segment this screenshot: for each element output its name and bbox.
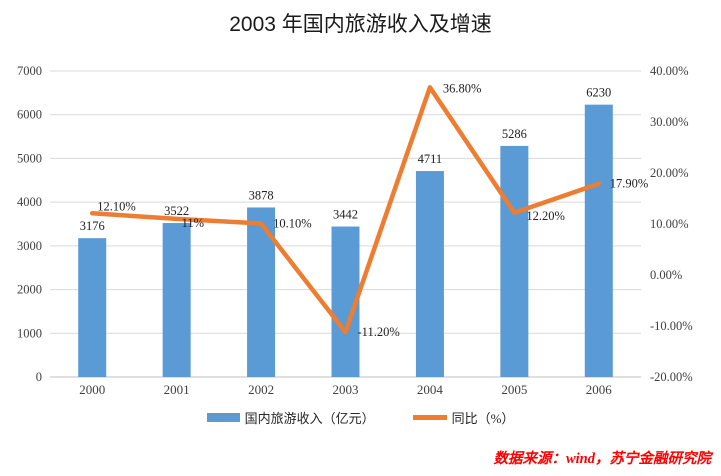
line-series bbox=[89, 85, 602, 335]
svg-text:5000: 5000 bbox=[17, 151, 42, 165]
svg-text:2005: 2005 bbox=[501, 382, 527, 397]
svg-text:20.00%: 20.00% bbox=[650, 166, 689, 180]
svg-text:2006: 2006 bbox=[586, 382, 613, 397]
svg-text:40.00%: 40.00% bbox=[650, 64, 689, 78]
legend-label-yoy: 同比（%） bbox=[451, 411, 515, 426]
bar-series-swatch bbox=[206, 413, 240, 422]
svg-text:2000: 2000 bbox=[17, 283, 42, 297]
legend-label-revenue: 国内旅游收入（亿元） bbox=[244, 411, 375, 426]
svg-text:3878: 3878 bbox=[249, 188, 274, 202]
svg-text:17.90%: 17.90% bbox=[610, 177, 649, 191]
svg-text:11%: 11% bbox=[182, 216, 204, 230]
svg-text:-20.00%: -20.00% bbox=[650, 370, 693, 384]
svg-text:10.10%: 10.10% bbox=[273, 216, 312, 230]
svg-text:2004: 2004 bbox=[417, 382, 444, 397]
svg-text:36.80%: 36.80% bbox=[443, 81, 482, 95]
chart-legend: 国内旅游收入（亿元） 同比（%） bbox=[0, 408, 721, 427]
bar-2004 bbox=[415, 171, 444, 377]
svg-text:3176: 3176 bbox=[80, 219, 105, 233]
line-point-labels: 12.10% 11% 10.10% -11.20% 36.80% 12.20% 17.90% bbox=[97, 81, 648, 339]
bar-2001 bbox=[162, 223, 191, 377]
bar-series bbox=[78, 104, 613, 377]
svg-text:0: 0 bbox=[36, 370, 42, 384]
svg-text:12.20%: 12.20% bbox=[526, 209, 565, 223]
x-axis-labels: 2000 2001 2002 2003 2004 2005 2006 bbox=[79, 382, 612, 397]
bar-2006 bbox=[584, 104, 613, 377]
svg-text:10.00%: 10.00% bbox=[650, 217, 689, 231]
right-axis-tick-labels: 40.00% 30.00% 20.00% 10.00% 0.00% -10.00% -20.… bbox=[650, 64, 693, 384]
svg-text:3522: 3522 bbox=[164, 204, 189, 218]
svg-text:-11.20%: -11.20% bbox=[358, 325, 400, 339]
svg-text:2002: 2002 bbox=[248, 382, 274, 397]
svg-text:3000: 3000 bbox=[17, 239, 42, 253]
svg-text:30.00%: 30.00% bbox=[650, 115, 689, 129]
legend-item-yoy: 同比（%） bbox=[412, 408, 515, 427]
data-source-note: 数据来源：wind，苏宁金融研究院 bbox=[493, 451, 711, 467]
svg-text:4000: 4000 bbox=[17, 195, 42, 209]
svg-text:1000: 1000 bbox=[17, 326, 42, 340]
line-series-swatch bbox=[412, 415, 447, 420]
bar-value-labels: 3176 3522 3878 3442 4711 5286 6230 bbox=[80, 86, 612, 234]
legend-item-revenue: 国内旅游收入（亿元） bbox=[206, 408, 375, 427]
left-axis-tick-labels: 0 1000 2000 3000 4000 5000 6000 7000 bbox=[17, 64, 42, 384]
svg-text:0.00%: 0.00% bbox=[650, 268, 682, 282]
svg-text:3442: 3442 bbox=[333, 208, 358, 222]
chart-title: 2003 年国内旅游收入及增速 bbox=[229, 13, 492, 36]
svg-text:7000: 7000 bbox=[17, 64, 42, 78]
bar-2000 bbox=[78, 238, 107, 377]
svg-text:2000: 2000 bbox=[79, 382, 105, 397]
svg-text:-10.00%: -10.00% bbox=[650, 319, 693, 333]
svg-text:12.10%: 12.10% bbox=[97, 199, 136, 213]
svg-text:6000: 6000 bbox=[17, 108, 42, 122]
svg-text:4711: 4711 bbox=[418, 152, 443, 166]
bar-2005 bbox=[500, 145, 529, 377]
svg-text:5286: 5286 bbox=[502, 127, 527, 141]
svg-text:6230: 6230 bbox=[586, 86, 611, 100]
svg-text:2001: 2001 bbox=[164, 382, 190, 397]
chart-canvas: 0 1000 2000 3000 4000 5000 6000 7000 40.00% 30.00… bbox=[17, 64, 693, 397]
svg-text:2003: 2003 bbox=[333, 382, 359, 397]
